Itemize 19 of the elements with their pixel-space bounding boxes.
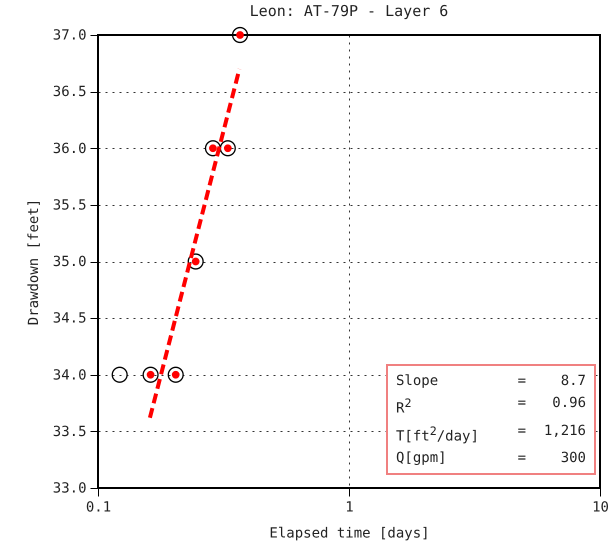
- y-tick-label: 36.0: [52, 140, 86, 157]
- x-tick-label: 0.1: [86, 500, 112, 516]
- y-tick-label: 37.0: [52, 28, 86, 44]
- y-tick-label: 36.5: [52, 84, 86, 100]
- y-tick-label: 34.0: [52, 367, 86, 384]
- y-tick-label: 35.5: [52, 197, 86, 214]
- y-tick-label: 33.0: [52, 480, 86, 496]
- text: T[ft$^{2}$/day] = 1,216: [396, 422, 586, 444]
- text: Slope = 8.7: [396, 373, 586, 389]
- text: R$^{2}$ = 0.96: [396, 395, 586, 417]
- x-tick-label: 1: [345, 500, 354, 516]
- y-axis-title: Drawdown [feet]: [26, 198, 42, 326]
- x-tick-label: 10: [592, 500, 609, 516]
- y-tick-label: 34.5: [52, 310, 86, 327]
- x-axis-title: Elapsed time [days]: [269, 526, 430, 542]
- y-tick-label: 35.0: [52, 254, 86, 270]
- y-tick-label: 33.5: [52, 424, 86, 440]
- chart-title: Leon: AT-79P - Layer 6: [250, 2, 448, 20]
- text: Q[gpm] = 300: [396, 450, 586, 466]
